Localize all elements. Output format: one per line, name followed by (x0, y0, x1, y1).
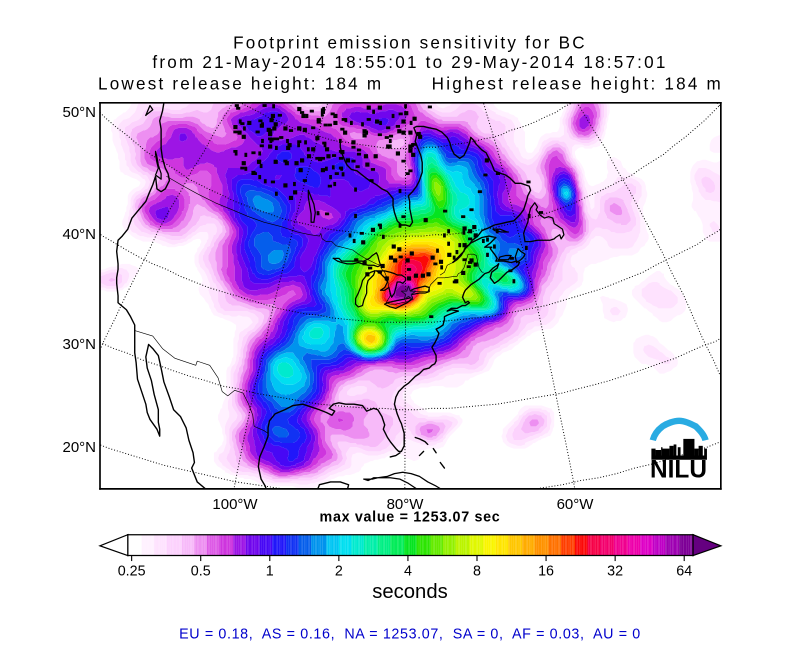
svg-text:8: 8 (473, 564, 481, 580)
svg-text:40°N: 40°N (62, 226, 96, 243)
svg-text:NILU: NILU (650, 455, 707, 483)
svg-text:seconds: seconds (372, 581, 447, 603)
svg-text:Footprint emission sensitivity: Footprint emission sensitivity for BC (233, 33, 587, 52)
svg-text:100°W: 100°W (212, 496, 258, 513)
svg-text:16: 16 (538, 564, 554, 580)
svg-text:64: 64 (676, 564, 692, 580)
svg-text:from 21-May-2014 18:55:01 to 2: from 21-May-2014 18:55:01 to 29-May-2014… (152, 53, 667, 72)
svg-text:Highest release height: 184 m: Highest release height: 184 m (432, 74, 723, 93)
svg-text:30°N: 30°N (62, 336, 96, 353)
svg-text:20°N: 20°N (62, 439, 96, 456)
svg-text:4: 4 (404, 564, 412, 580)
svg-text:max value = 1253.07 sec: max value = 1253.07 sec (320, 510, 501, 526)
svg-text:2: 2 (335, 564, 343, 580)
svg-text:32: 32 (607, 564, 623, 580)
svg-text:50°N: 50°N (62, 104, 96, 121)
svg-text:60°W: 60°W (557, 496, 595, 513)
svg-text:1: 1 (266, 564, 274, 580)
svg-text:0.25: 0.25 (118, 564, 146, 580)
svg-text:EU = 0.18, AS = 0.16, NA = 1: EU = 0.18, AS = 0.16, NA = 1253.07, SA =… (179, 627, 641, 643)
svg-text:80°W: 80°W (387, 496, 425, 513)
svg-text:0.5: 0.5 (191, 564, 211, 580)
svg-text:Lowest release height: 184 m: Lowest release height: 184 m (98, 74, 383, 93)
